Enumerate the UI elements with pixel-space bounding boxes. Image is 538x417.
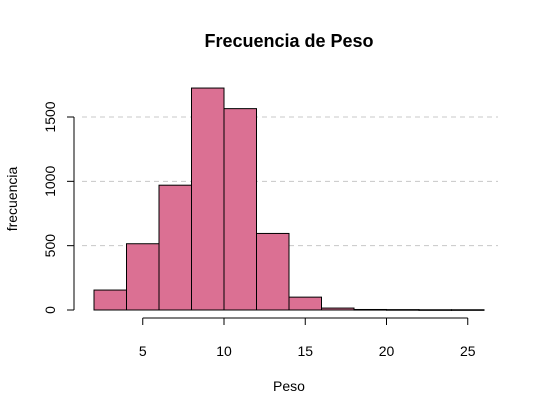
bar-5 — [256, 232, 290, 311]
bar-9 — [386, 309, 420, 311]
bar-6 — [288, 296, 322, 311]
y-tick-label-1: 500 — [42, 234, 58, 258]
bar-2 — [158, 184, 192, 311]
y-tick-label-2: 1000 — [42, 166, 58, 197]
gridlines — [82, 116, 498, 247]
bar-10 — [418, 309, 452, 311]
x-tick-label-1: 10 — [216, 343, 232, 359]
x-axis: 5 10 15 20 25 — [139, 317, 476, 359]
x-tick-label-3: 20 — [379, 343, 395, 359]
bar-1 — [126, 243, 160, 311]
x-axis-label: Peso — [273, 378, 305, 394]
bar-0 — [93, 289, 127, 311]
y-tick-label-3: 1500 — [42, 101, 58, 132]
y-tick-label-0: 0 — [42, 306, 58, 314]
bar-3 — [191, 87, 225, 311]
bar-11 — [451, 309, 485, 311]
chart-title: Frecuencia de Peso — [204, 31, 373, 51]
bar-7 — [321, 307, 355, 311]
x-tick-label-0: 5 — [139, 343, 147, 359]
bar-4 — [223, 108, 257, 311]
y-axis: 0 500 1000 1500 — [42, 101, 75, 314]
bar-8 — [353, 308, 387, 311]
histogram-bars — [93, 87, 485, 311]
y-axis-label: frecuencia — [4, 166, 20, 231]
x-tick-label-2: 15 — [297, 343, 313, 359]
x-tick-label-4: 25 — [460, 343, 476, 359]
